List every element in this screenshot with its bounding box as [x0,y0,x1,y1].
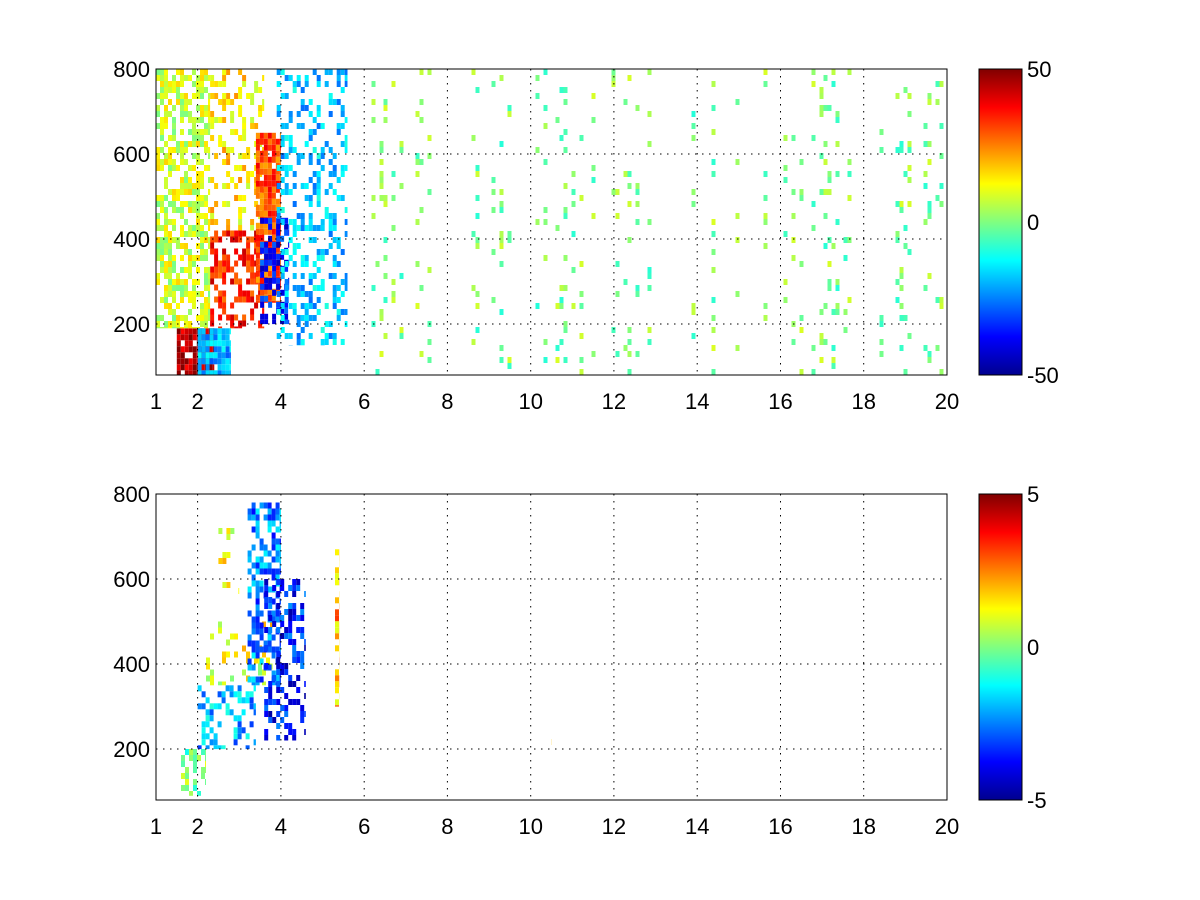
bottom-colorbar-tick-label: -5 [1027,788,1047,813]
top-colorbar-tick-label: 0 [1027,210,1039,235]
bottom-y-tick-label: 400 [113,652,150,677]
top-colorbar-tick-label: 50 [1027,57,1051,82]
top-y-tick-label: 600 [113,142,150,167]
bottom-heatmap-region [264,579,306,741]
bottom-x-tick-label: 14 [685,814,709,839]
bottom-heatmap-region [247,502,281,686]
top-heatmap-region [156,69,211,329]
bottom-heatmap-region [181,749,206,796]
bottom-heatmap-region [218,528,240,594]
top-x-tick-label: 16 [768,389,792,414]
top-x-tick-label: 2 [191,389,203,414]
bottom-colorbar-tick-labels: 5 0 -5 [1027,482,1047,813]
top-colorbar [978,68,1023,376]
top-heatmap-region [197,328,231,376]
top-x-tick-label: 8 [441,389,453,414]
bottom-axes-box [155,493,948,801]
top-grid [156,69,947,375]
bottom-colorbar [978,493,1023,801]
top-x-tick-label: 6 [358,389,370,414]
bottom-x-tick-label: 20 [935,814,959,839]
top-colorbar-tick-labels: 50 0 -50 [1027,57,1059,388]
top-y-tick-labels: 200 400 600 800 [113,57,150,337]
bottom-colorbar-tick-label: 0 [1027,635,1039,660]
bottom-x-tick-label: 18 [851,814,875,839]
bottom-x-tick-labels: 1 2 4 6 8 10 12 14 16 18 20 [150,814,959,839]
top-x-tick-label: 10 [518,389,542,414]
bottom-x-tick-label: 16 [768,814,792,839]
top-heatmap-region [276,69,348,346]
top-x-tick-label: 12 [602,389,626,414]
bottom-x-tick-label: 4 [275,814,287,839]
top-colorbar-tick-label: -50 [1027,363,1059,388]
bottom-x-tick-label: 10 [518,814,542,839]
bottom-y-tick-label: 200 [113,737,150,762]
bottom-heatmap-region [197,685,256,750]
bottom-x-tick-label: 12 [602,814,626,839]
bottom-grid [156,494,947,800]
top-y-tick-label: 200 [113,312,150,337]
top-x-tick-labels: 1 2 4 6 8 10 12 14 16 18 20 [150,389,959,414]
bottom-colorbar-tick-label: 5 [1027,482,1039,507]
top-y-tick-label: 400 [113,227,150,252]
top-heatmap-region [371,69,944,375]
top-axes-box [155,68,948,376]
top-x-tick-label: 1 [150,389,162,414]
top-heatmap [156,69,944,376]
top-x-tick-label: 18 [851,389,875,414]
top-y-tick-label: 800 [113,57,150,82]
bottom-x-tick-label: 1 [150,814,162,839]
bottom-y-tick-label: 600 [113,567,150,592]
bottom-y-tick-label: 800 [113,482,150,507]
top-x-tick-label: 14 [685,389,709,414]
top-x-tick-label: 20 [935,389,959,414]
bottom-heatmap [181,502,552,796]
top-x-tick-label: 4 [275,389,287,414]
bottom-heatmap-region [335,549,340,707]
bottom-y-tick-labels: 200 400 600 800 [113,482,150,762]
bottom-x-tick-label: 8 [441,814,453,839]
bottom-x-tick-label: 6 [358,814,370,839]
bottom-x-tick-label: 2 [191,814,203,839]
